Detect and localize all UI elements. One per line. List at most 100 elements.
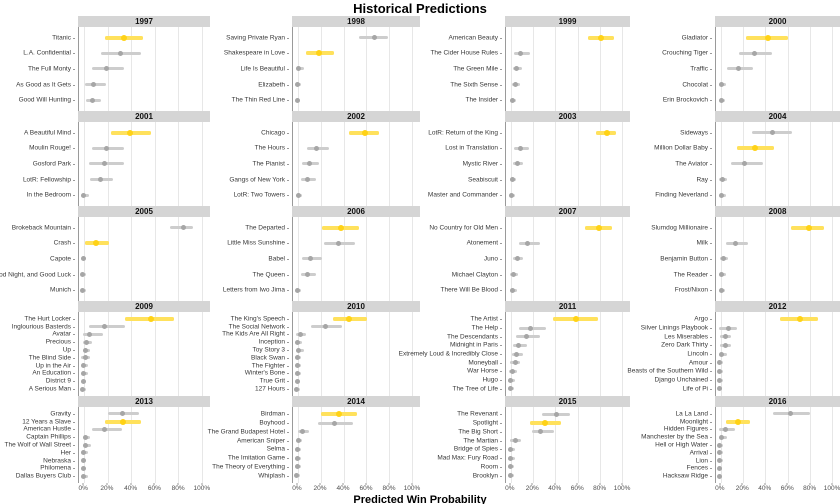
movie-label-cell: Black Swan	[210, 354, 289, 362]
probability-track	[289, 362, 417, 370]
y-tick-mark	[73, 84, 75, 86]
probability-track	[75, 187, 207, 203]
facet-panel-2000: 2000 Gladiator Crouching Tiger Traffic Choco…	[630, 16, 840, 111]
prediction-point	[716, 458, 722, 464]
winner-point	[120, 34, 127, 41]
y-tick-mark	[73, 365, 75, 367]
facet-strip-year: 2003	[505, 111, 630, 122]
prediction-point	[81, 473, 87, 479]
y-tick-mark	[287, 53, 289, 55]
movie-label-cell: Titanic	[0, 30, 75, 46]
movie-row: Gladiator	[630, 30, 840, 46]
prediction-point	[719, 82, 725, 88]
movie-label-cell: Up in the Air	[0, 362, 75, 370]
y-tick-mark	[500, 440, 502, 442]
facet-panel-2011: 2011 The Artist The Help The Descendants Mid…	[399, 301, 630, 396]
gridline	[131, 217, 133, 301]
y-tick-mark	[73, 179, 75, 181]
y-tick-mark	[287, 258, 289, 260]
movie-row: Bridge of Spies	[420, 445, 630, 454]
movie-row: The Aviator	[630, 156, 840, 172]
y-tick-mark	[73, 445, 75, 447]
movie-row: The Full Monty	[0, 61, 210, 77]
probability-track	[75, 236, 207, 252]
prediction-point	[102, 161, 108, 167]
movie-label-cell: The King's Speech	[210, 315, 289, 323]
x-tick-label: 40%	[124, 485, 138, 492]
facet-panel-2004: 2004 Sideways Million Dollar Baby The Aviat…	[630, 111, 840, 206]
movie-label-cell: Fences	[630, 464, 712, 472]
prediction-point	[104, 66, 110, 72]
gridline	[389, 122, 391, 206]
movie-label: The Sixth Sense	[450, 81, 498, 89]
y-tick-mark	[287, 132, 289, 134]
movie-label: No Country for Old Men	[429, 224, 498, 232]
probability-track	[289, 377, 417, 385]
movie-label-cell: Traffic	[630, 61, 712, 77]
y-tick-mark	[500, 336, 502, 338]
y-tick-mark	[287, 163, 289, 165]
y-tick-mark	[287, 449, 289, 451]
movie-label: The Imitation Game	[227, 454, 285, 462]
movie-label-cell: Babel	[210, 251, 289, 267]
gridline	[297, 122, 299, 206]
movie-label-cell: Toy Story 3	[210, 346, 289, 354]
movie-label-cell: The Tree of Life	[420, 384, 502, 393]
winner-point	[147, 315, 154, 322]
probability-track	[289, 331, 417, 339]
y-tick-mark	[73, 326, 75, 328]
facet-strip-year: 2011	[505, 301, 630, 312]
prediction-point	[296, 347, 302, 353]
gridline	[178, 217, 180, 301]
prediction-point	[752, 50, 758, 56]
movie-label-cell: The Cider House Rules	[420, 46, 502, 62]
probability-track	[289, 187, 417, 203]
panel-gridlines	[505, 312, 627, 396]
movie-row: Gangs of New York	[210, 172, 420, 188]
winner-point	[315, 50, 322, 57]
movie-label: Moulin Rouge!	[29, 144, 71, 152]
movie-label: Brooklyn	[472, 472, 498, 480]
winner-point	[93, 240, 100, 247]
movie-label-cell: Gosford Park	[0, 156, 75, 172]
movie-label-cell: Crouching Tiger	[630, 46, 712, 62]
prediction-point	[510, 97, 516, 103]
probability-track	[75, 410, 207, 418]
probability-track	[75, 46, 207, 62]
y-tick-mark	[287, 243, 289, 245]
x-axis-inner: 0% 20% 40% 60% 80% 100%	[715, 483, 840, 494]
movie-label: The Fighter	[251, 362, 285, 370]
movie-row: Django Unchained	[630, 376, 840, 385]
movie-row: True Grit	[210, 377, 420, 385]
movie-label-cell: Finding Neverland	[630, 187, 712, 203]
gridline	[787, 312, 789, 396]
gridline	[320, 122, 322, 206]
movie-row: The Grand Budapest Hotel	[208, 428, 420, 437]
y-tick-mark	[710, 163, 712, 165]
y-tick-mark	[287, 381, 289, 383]
movie-label-cell: As Good as It Gets	[0, 77, 75, 93]
probability-track	[502, 46, 627, 62]
movie-label-cell: Hugo	[420, 376, 502, 385]
movie-label-cell: Mystic River	[420, 156, 502, 172]
movie-row: Capote	[0, 251, 210, 267]
probability-track	[712, 236, 837, 252]
y-tick-mark	[710, 445, 712, 447]
movie-row: Avatar	[0, 331, 210, 339]
gridline	[765, 27, 767, 111]
panel-plot-area: Gravity 12 Years a Slave American Hustle Ca…	[0, 407, 210, 483]
probability-track	[289, 61, 417, 77]
prediction-point	[722, 334, 728, 340]
movie-label: The Pianist	[252, 160, 285, 168]
probability-track	[289, 354, 417, 362]
gridline	[765, 312, 767, 396]
panel-plot-area: Brokeback Mountain Crash Capote Good Night,…	[0, 217, 210, 301]
y-tick-mark	[710, 345, 712, 347]
movie-row: The Descendants	[420, 332, 630, 341]
probability-track	[502, 30, 627, 46]
winner-point	[346, 315, 353, 322]
probability-track	[289, 92, 417, 108]
x-axis-title: Predicted Win Probability	[353, 494, 487, 504]
prediction-point	[716, 473, 722, 479]
gridline	[787, 407, 789, 483]
